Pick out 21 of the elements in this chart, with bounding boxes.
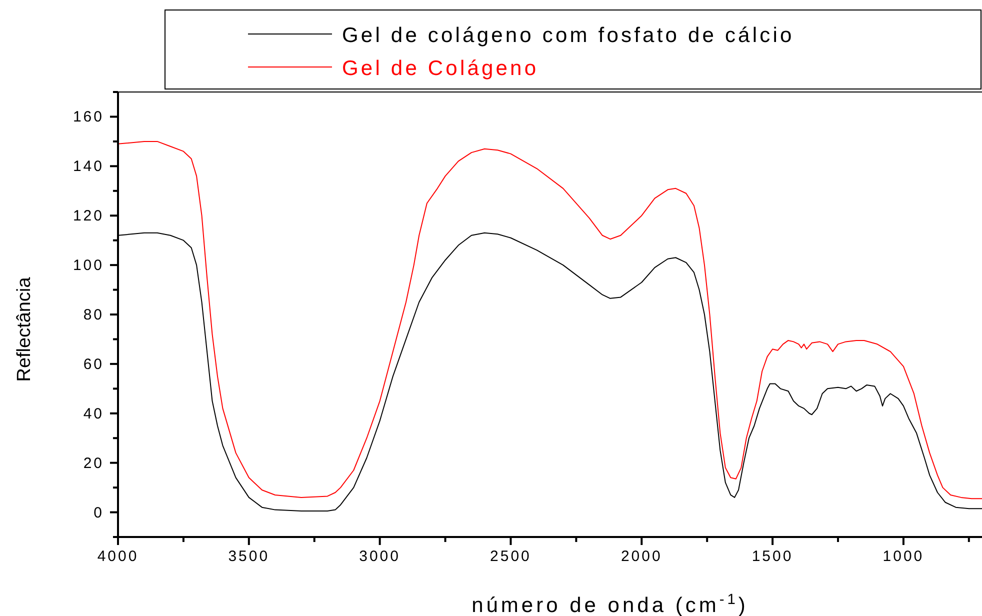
y-axis-title: Reflectância xyxy=(14,276,35,382)
x-tick-label: 3000 xyxy=(359,548,401,565)
legend-label: Gel de colágeno com fosfato de cálcio xyxy=(342,24,794,47)
y-tick-label: 40 xyxy=(83,405,104,422)
y-tick-label: 100 xyxy=(72,257,104,274)
y-tick-label: 160 xyxy=(72,108,104,126)
legend-label: Gel de Colágeno xyxy=(342,57,539,80)
x-tick-label: 2000 xyxy=(620,548,662,565)
y-tick-label: 140 xyxy=(72,158,104,176)
y-tick-label: 20 xyxy=(83,454,104,472)
line-series xyxy=(118,140,982,500)
y-tick-label: 120 xyxy=(72,208,104,225)
x-tick-label: 3500 xyxy=(228,548,270,565)
y-tick-label: 80 xyxy=(83,306,104,324)
y-tick-label: 0 xyxy=(94,504,104,522)
x-tick-label: 2500 xyxy=(490,548,532,565)
x-tick-label: 1000 xyxy=(882,548,924,565)
y-tick-label: 60 xyxy=(83,356,104,373)
x-axis-title: número de onda (cm$^{-1}$) xyxy=(472,592,748,616)
x-tick-label: 4000 xyxy=(97,548,139,565)
x-tick-label: 1500 xyxy=(752,548,794,565)
